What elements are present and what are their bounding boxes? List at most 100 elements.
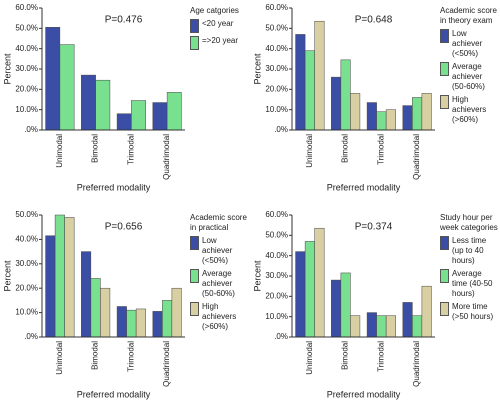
legend-label: High achievers (>60%) <box>202 302 237 331</box>
x-tick-label: Quadrimodal <box>162 134 171 180</box>
x-axis-title: Preferred modality <box>77 182 151 192</box>
bar <box>366 102 377 131</box>
y-tick-label: 60.0% <box>265 3 288 12</box>
legend-title: Study hour per week categories <box>440 213 498 232</box>
bar <box>100 287 111 338</box>
legend-swatch <box>440 269 449 283</box>
bar <box>314 227 325 338</box>
bar <box>385 315 396 338</box>
bar <box>135 308 146 338</box>
legend-label: High achievers (>60%) <box>452 95 487 124</box>
bar <box>126 309 137 338</box>
x-axis-title: Preferred modality <box>77 389 151 399</box>
bar <box>412 97 423 131</box>
legend-item: High achievers (>60%) <box>440 95 498 125</box>
annotation: P=0.374 <box>355 222 393 233</box>
y-tick-label: .0% <box>274 332 288 341</box>
x-tick-label: Unimodal <box>55 341 64 375</box>
bar <box>385 109 396 131</box>
legend-label: Low achiever (<50%) <box>202 236 233 265</box>
y-axis-title: Percent <box>252 260 262 292</box>
chart-panel: .0% 10.0% 20.0% 30.0% 40.0% 50.0% 60.0% Unimoda… <box>250 207 500 414</box>
bar <box>331 279 342 338</box>
legend: Age catgories <20 year =>20 year <box>190 6 248 50</box>
legend-label: Less time (up to 40 hours) <box>452 236 487 265</box>
x-tick-label: Trimodal <box>376 134 385 165</box>
bar <box>54 214 65 338</box>
bar <box>295 251 306 338</box>
bar <box>376 315 387 338</box>
y-tick-label: 30.0% <box>265 64 288 73</box>
legend-item: <20 year <box>190 19 248 33</box>
y-axis-title: Percent <box>2 53 12 85</box>
y-tick-label: 40.0% <box>265 251 288 260</box>
bar <box>340 272 351 338</box>
legend-label: Average time (40-50 hours) <box>452 269 493 298</box>
y-tick-label: 40.0% <box>15 44 38 53</box>
legend-swatch <box>190 302 199 316</box>
annotation: P=0.648 <box>355 15 393 26</box>
y-tick-label: .0% <box>24 125 38 134</box>
x-tick-label: Unimodal <box>55 134 64 168</box>
y-tick-label: 30.0% <box>15 259 38 268</box>
y-tick-label: 50.0% <box>265 230 288 239</box>
legend-swatch <box>190 236 199 250</box>
annotation: P=0.476 <box>105 15 143 26</box>
x-axis-title: Preferred modality <box>327 182 401 192</box>
bar <box>350 315 361 338</box>
y-tick-label: 30.0% <box>15 64 38 73</box>
y-tick-label: 10.0% <box>265 312 288 321</box>
bar <box>304 241 315 338</box>
bar <box>81 251 92 338</box>
y-tick-label: 20.0% <box>15 84 38 93</box>
bar <box>152 311 163 338</box>
bar <box>402 302 413 338</box>
y-tick-label: 50.0% <box>15 210 38 219</box>
bar <box>350 93 361 131</box>
bar <box>314 20 325 131</box>
y-tick-label: .0% <box>24 332 38 341</box>
x-tick-label: Bimodal <box>91 134 100 163</box>
y-tick-label: 10.0% <box>15 308 38 317</box>
y-tick-label: 20.0% <box>15 283 38 292</box>
bar <box>331 76 342 131</box>
legend-item: Average achiever (50-60%) <box>190 269 248 299</box>
x-tick-label: Quadrimodal <box>412 134 421 180</box>
y-tick-label: 60.0% <box>15 3 38 12</box>
legend-swatch <box>440 95 449 109</box>
legend-title: Age catgories <box>190 6 239 15</box>
legend: Academic score in theory exam Low achieve… <box>440 6 498 125</box>
legend-item: High achievers (>60%) <box>190 302 248 332</box>
bar <box>116 113 132 131</box>
x-tick-label: Unimodal <box>305 134 314 168</box>
bar <box>45 235 56 338</box>
bar <box>45 27 61 131</box>
legend-item: Average achiever (50-60%) <box>440 62 498 92</box>
legend: Study hour per week categories Less time … <box>440 213 498 322</box>
bar <box>64 217 75 338</box>
bar <box>366 312 377 338</box>
bar <box>295 34 306 131</box>
y-tick-label: 20.0% <box>265 84 288 93</box>
y-tick-label: 50.0% <box>265 23 288 32</box>
bar <box>131 100 146 131</box>
y-tick-label: 20.0% <box>265 291 288 300</box>
chart: .0% 10.0% 20.0% 30.0% 40.0% 50.0% 60.0% Unimoda… <box>2 3 185 192</box>
legend-item: =>20 year <box>190 36 248 50</box>
y-tick-label: 60.0% <box>265 210 288 219</box>
chart: .0% 10.0% 20.0% 30.0% 40.0% 50.0% 60.0% Unimoda… <box>252 210 435 399</box>
y-tick-label: 10.0% <box>265 105 288 114</box>
y-tick-label: 10.0% <box>15 105 38 114</box>
x-axis-title: Preferred modality <box>327 389 401 399</box>
y-tick-label: .0% <box>274 125 288 134</box>
x-tick-label: Trimodal <box>126 134 135 165</box>
bar <box>95 79 111 131</box>
bar <box>166 92 182 131</box>
x-tick-label: Quadrimodal <box>162 341 171 387</box>
legend-swatch <box>440 29 449 43</box>
x-tick-label: Bimodal <box>91 341 100 370</box>
bar <box>59 44 75 131</box>
annotation: P=0.656 <box>105 222 143 233</box>
legend-item: Low achiever (<50%) <box>440 29 498 59</box>
x-tick-label: Trimodal <box>376 341 385 372</box>
